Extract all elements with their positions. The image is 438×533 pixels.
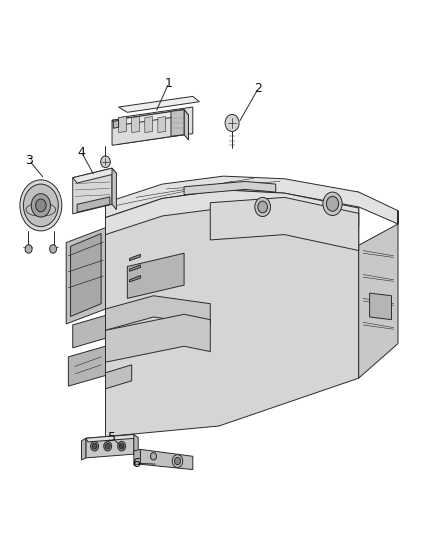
Polygon shape — [86, 434, 134, 458]
Text: 6: 6 — [132, 457, 140, 470]
Polygon shape — [119, 96, 199, 112]
Polygon shape — [130, 254, 141, 261]
Circle shape — [20, 180, 62, 231]
Polygon shape — [106, 296, 210, 330]
Circle shape — [23, 184, 58, 227]
Text: 4: 4 — [78, 146, 85, 159]
Polygon shape — [184, 181, 276, 195]
Polygon shape — [145, 117, 152, 133]
Text: 3: 3 — [25, 154, 33, 167]
Polygon shape — [112, 168, 117, 209]
Polygon shape — [134, 434, 138, 456]
Polygon shape — [127, 253, 184, 298]
Circle shape — [35, 199, 46, 212]
Circle shape — [31, 193, 50, 217]
Circle shape — [118, 441, 126, 451]
Polygon shape — [119, 107, 193, 144]
Circle shape — [101, 156, 110, 167]
Text: 5: 5 — [108, 431, 116, 444]
Polygon shape — [130, 265, 141, 271]
Polygon shape — [113, 120, 119, 128]
Polygon shape — [106, 365, 132, 389]
Circle shape — [258, 201, 268, 213]
Circle shape — [92, 443, 97, 449]
Polygon shape — [134, 449, 141, 465]
Polygon shape — [370, 293, 392, 320]
Circle shape — [174, 457, 180, 465]
Polygon shape — [141, 449, 193, 470]
Polygon shape — [112, 110, 184, 146]
Circle shape — [25, 245, 32, 253]
Polygon shape — [171, 110, 184, 136]
Polygon shape — [210, 197, 359, 251]
Polygon shape — [130, 276, 141, 282]
Text: 1: 1 — [165, 77, 173, 90]
Polygon shape — [106, 190, 359, 437]
Polygon shape — [77, 197, 110, 212]
Polygon shape — [106, 176, 398, 224]
Polygon shape — [184, 110, 188, 140]
Polygon shape — [73, 316, 106, 348]
Polygon shape — [119, 117, 127, 133]
Polygon shape — [106, 314, 210, 362]
Circle shape — [106, 443, 110, 449]
Polygon shape — [81, 438, 86, 460]
Polygon shape — [66, 228, 106, 324]
Circle shape — [225, 115, 239, 132]
Polygon shape — [71, 233, 101, 317]
Polygon shape — [112, 110, 188, 126]
Circle shape — [255, 197, 271, 216]
Circle shape — [104, 441, 112, 451]
Polygon shape — [86, 434, 136, 442]
Text: 2: 2 — [254, 82, 262, 95]
Polygon shape — [73, 168, 112, 214]
Circle shape — [49, 245, 57, 253]
Polygon shape — [68, 346, 106, 386]
Polygon shape — [359, 211, 398, 378]
Circle shape — [172, 455, 183, 467]
Circle shape — [323, 192, 342, 215]
Polygon shape — [158, 117, 166, 133]
Polygon shape — [132, 117, 140, 133]
Polygon shape — [106, 190, 359, 235]
Circle shape — [150, 453, 156, 460]
Polygon shape — [73, 168, 117, 183]
Circle shape — [326, 196, 339, 211]
Circle shape — [120, 443, 124, 449]
Circle shape — [91, 441, 99, 451]
